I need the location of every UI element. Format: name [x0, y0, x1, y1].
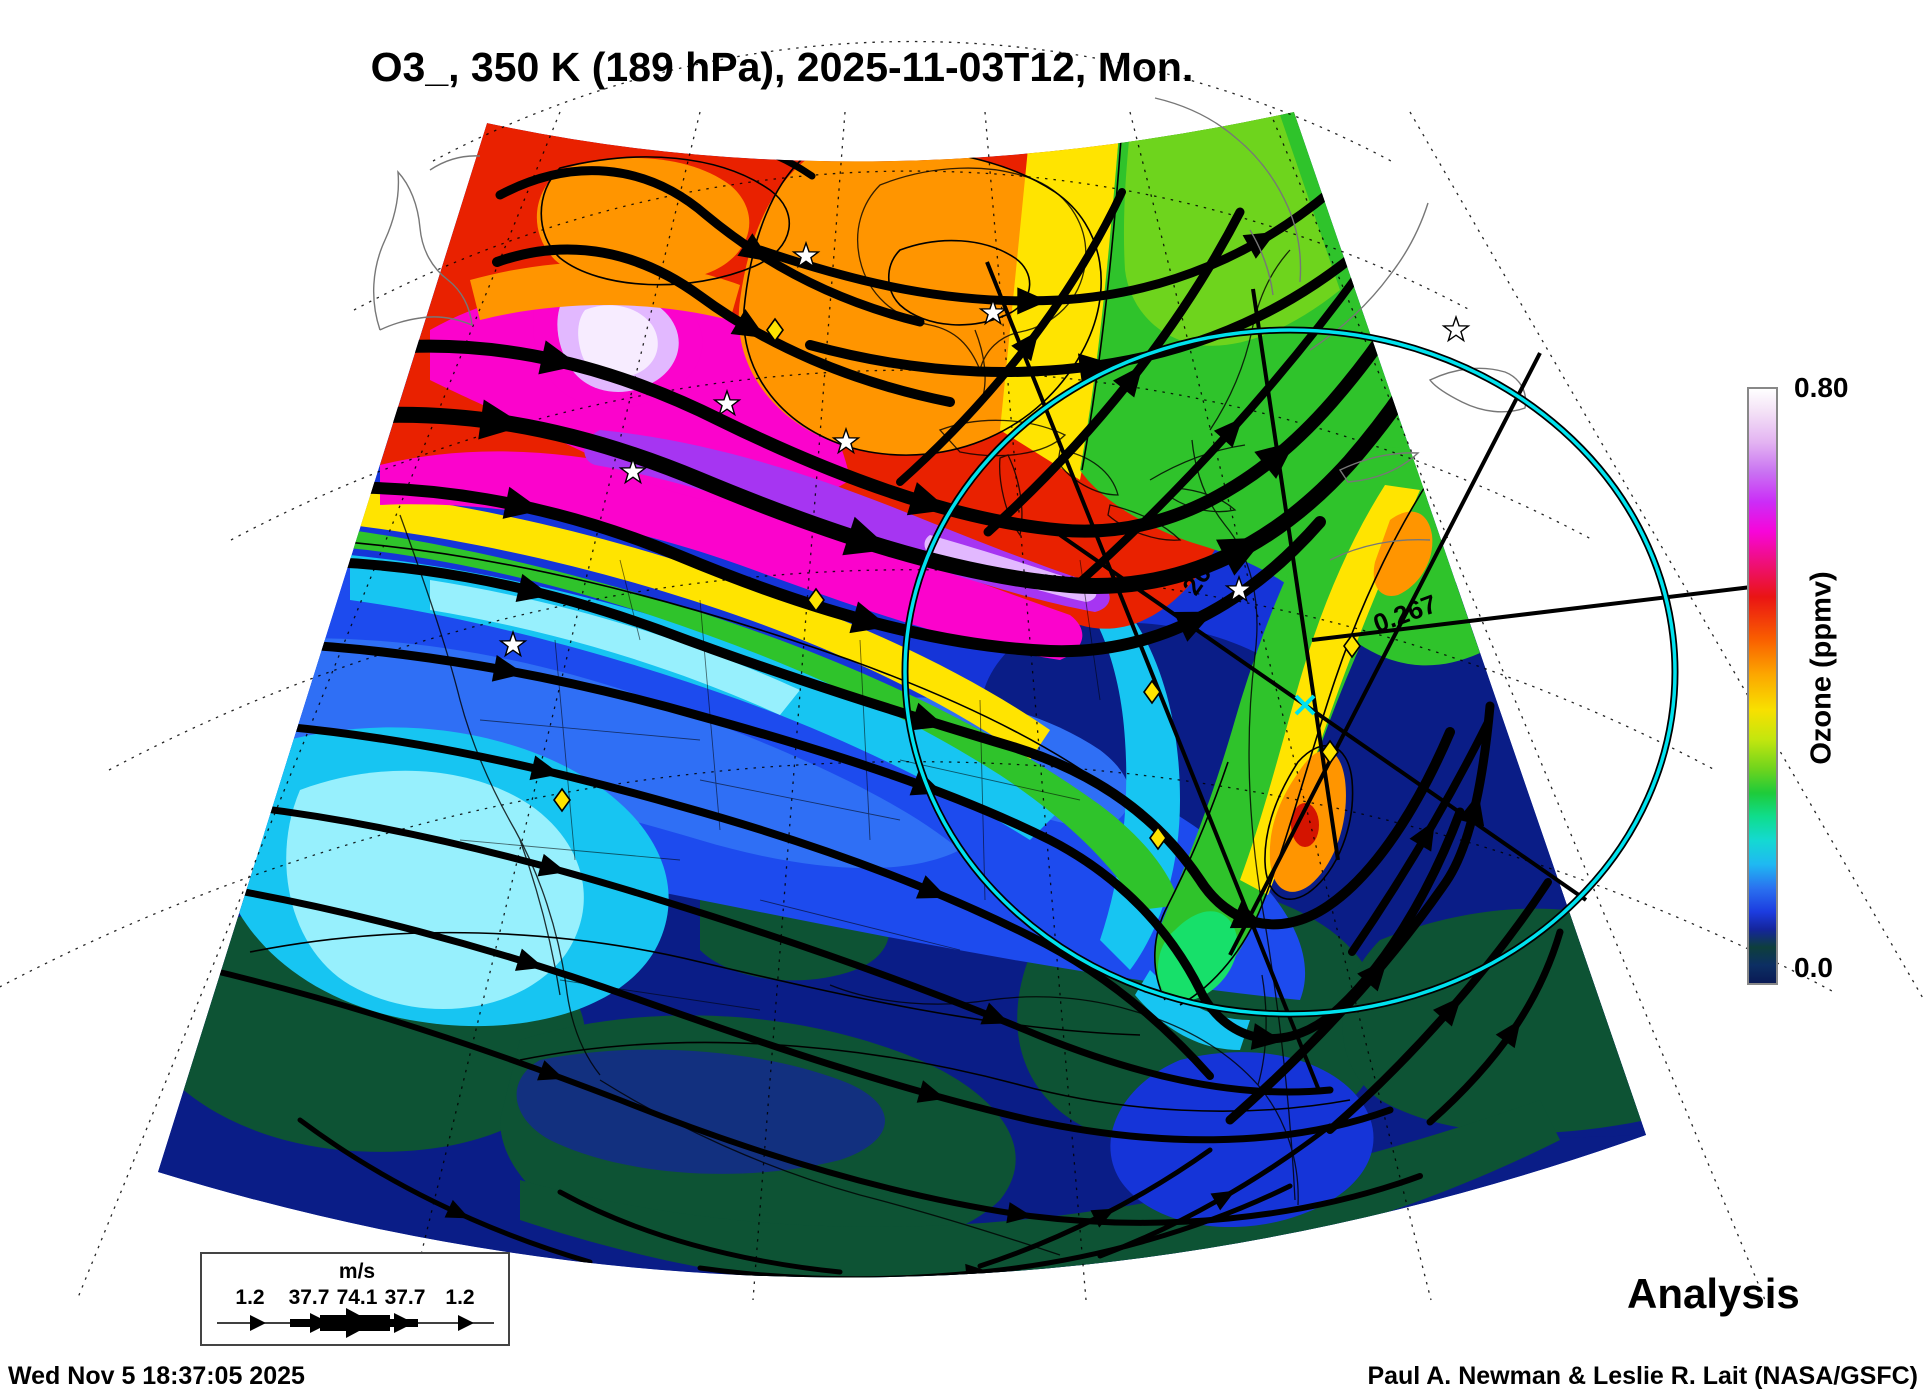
station-diamond-marker	[1143, 679, 1161, 705]
wind-legend-value: 1.2	[235, 1286, 265, 1309]
wind-legend-value: 37.7	[288, 1286, 330, 1309]
wind-legend-arrow	[217, 1308, 494, 1338]
wind-legend-value: 74.1	[336, 1286, 378, 1309]
city-star-marker	[1224, 574, 1254, 603]
city-star-marker	[712, 388, 742, 417]
cross-marker	[1294, 694, 1316, 716]
map-markers	[498, 240, 1471, 851]
colorbar-min-label: 0.0	[1794, 952, 1833, 983]
cross-section-lines	[985, 261, 1769, 1094]
station-diamond-marker	[553, 787, 571, 813]
wind-legend-units: m/s	[338, 1260, 376, 1283]
footer-credit: Paul A. Newman & Leslie R. Lait (NASA/GS…	[1367, 1362, 1918, 1390]
station-diamond-marker	[1343, 633, 1361, 659]
wind-streamlines	[173, 133, 1564, 1278]
city-star-marker	[1441, 314, 1471, 343]
city-star-marker	[831, 426, 861, 455]
city-star-marker	[791, 240, 821, 269]
colorbar-max-label: 0.80	[1794, 372, 1849, 403]
colorbar	[1747, 387, 1778, 985]
station-diamond-marker	[807, 587, 825, 613]
station-diamond-marker	[1321, 739, 1339, 765]
range-circle	[901, 326, 1679, 1018]
colorbar-axis-label: Ozone (ppmv)	[1805, 571, 1838, 765]
wind-legend-value: 37.7	[384, 1286, 426, 1309]
wind-speed-legend: m/s 1.2 37.7 74.1 37.7 1.2	[200, 1252, 510, 1346]
wind-legend-value: 1.2	[445, 1286, 475, 1309]
city-star-marker	[978, 297, 1008, 326]
page-title: O3_, 350 K (189 hPa), 2025-11-03T12, Mon…	[370, 44, 1194, 90]
city-star-marker	[498, 629, 528, 658]
station-diamond-marker	[766, 317, 784, 343]
margin-coastlines	[372, 97, 1527, 561]
station-diamond-marker	[1149, 825, 1167, 851]
city-star-marker	[618, 456, 648, 485]
footer-timestamp: Wed Nov 5 18:37:05 2025	[8, 1362, 305, 1390]
analysis-label: Analysis	[1627, 1270, 1800, 1317]
